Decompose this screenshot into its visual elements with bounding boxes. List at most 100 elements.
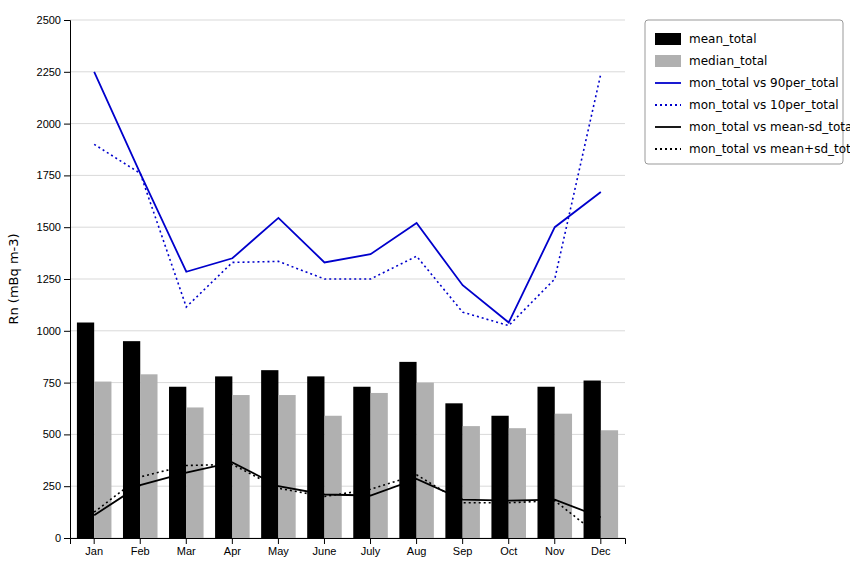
bar bbox=[555, 414, 572, 538]
tick-mark bbox=[64, 486, 70, 487]
tick-label: July bbox=[361, 545, 381, 557]
tick: Mar bbox=[177, 538, 196, 557]
tick: June bbox=[313, 538, 337, 557]
bar-series bbox=[94, 374, 618, 538]
tick-label: Oct bbox=[500, 545, 517, 557]
bar bbox=[537, 387, 554, 538]
bar bbox=[324, 416, 341, 538]
x-axis: Jan Feb Mar Apr May June July Aug Sep Oct Nov Dec bbox=[71, 538, 626, 557]
tick-mark bbox=[64, 72, 70, 73]
legend-label: mon_total vs 90per_total bbox=[689, 76, 839, 90]
tick-label: Sep bbox=[453, 545, 473, 557]
tick-label: 1750 bbox=[37, 169, 61, 181]
axis-line bbox=[71, 539, 626, 545]
tick: 250 bbox=[43, 480, 70, 492]
tick-mark bbox=[600, 538, 601, 544]
grid-line bbox=[70, 175, 625, 176]
legend-label: mean_total bbox=[689, 32, 756, 46]
tick-mark bbox=[232, 538, 233, 544]
legend-label: mon_total vs 10per_total bbox=[689, 98, 839, 112]
tick-label: Aug bbox=[407, 545, 427, 557]
legend-swatch bbox=[655, 104, 681, 106]
tick-mark bbox=[554, 538, 555, 544]
bar bbox=[445, 403, 462, 538]
tick: Apr bbox=[224, 538, 241, 557]
tick-label: 0 bbox=[55, 532, 61, 544]
tick: 2000 bbox=[37, 118, 70, 130]
tick: Oct bbox=[500, 538, 517, 557]
tick: 1500 bbox=[37, 221, 70, 233]
tick: Nov bbox=[545, 538, 565, 557]
tick-label: 1500 bbox=[37, 221, 61, 233]
tick: 0 bbox=[55, 532, 70, 544]
tick-label: 1250 bbox=[37, 273, 61, 285]
legend-swatch bbox=[655, 82, 681, 84]
legend-item: mon_total vs 90per_total bbox=[655, 76, 839, 90]
legend-swatch bbox=[655, 33, 681, 45]
legend-item: mon_total vs mean+sd_total bbox=[655, 142, 850, 156]
legend-item: mean_total bbox=[655, 32, 756, 46]
legend-swatch bbox=[655, 126, 681, 128]
tick-label: Dec bbox=[591, 545, 611, 557]
marks bbox=[77, 72, 618, 538]
grid-line bbox=[70, 71, 625, 72]
line bbox=[94, 462, 601, 517]
tick-mark bbox=[278, 538, 279, 544]
grid-line bbox=[70, 123, 625, 124]
bar bbox=[77, 323, 94, 538]
chart: Jan Feb Mar Apr May June July Aug Sep Oct Nov Dec 0 2… bbox=[0, 0, 850, 578]
tick: 500 bbox=[43, 428, 70, 440]
tick-mark bbox=[64, 227, 70, 228]
bar bbox=[169, 387, 186, 538]
axis-title: Rn (mBq m-3) bbox=[6, 233, 21, 324]
tick-label: 2000 bbox=[37, 118, 61, 130]
bar bbox=[399, 362, 416, 538]
legend-label: median_total bbox=[689, 54, 767, 68]
tick: 2500 bbox=[37, 14, 70, 26]
bar-series bbox=[77, 323, 601, 538]
tick: 750 bbox=[43, 377, 70, 389]
tick: Jan bbox=[85, 538, 103, 557]
bar bbox=[353, 387, 370, 538]
tick-mark bbox=[94, 538, 95, 544]
tick-mark bbox=[324, 538, 325, 544]
grid-line bbox=[70, 227, 625, 228]
tick-label: 750 bbox=[43, 377, 61, 389]
bar bbox=[215, 376, 232, 538]
plot: Jan Feb Mar Apr May June July Aug Sep Oct Nov Dec 0 2… bbox=[6, 14, 850, 557]
tick: 1250 bbox=[37, 273, 70, 285]
tick: May bbox=[268, 538, 289, 557]
tick: 1000 bbox=[37, 325, 70, 337]
tick-label: Jan bbox=[85, 545, 103, 557]
grid-line bbox=[70, 279, 625, 280]
tick-mark bbox=[64, 331, 70, 332]
tick-mark bbox=[64, 124, 70, 125]
y-axis: 0 250 500 750 1000 1250 1500 1750 2000 2250 2500 bbox=[37, 14, 71, 544]
legend-swatch bbox=[655, 55, 681, 67]
tick: 2250 bbox=[37, 66, 70, 78]
bar bbox=[140, 374, 157, 538]
bar bbox=[307, 376, 324, 538]
tick-mark bbox=[508, 538, 509, 544]
tick-mark bbox=[64, 538, 70, 539]
bar bbox=[491, 416, 508, 538]
tick: July bbox=[361, 538, 381, 557]
tick-label: 500 bbox=[43, 428, 61, 440]
tick-mark bbox=[416, 538, 417, 544]
tick-label: May bbox=[268, 545, 289, 557]
legend-label: mon_total vs mean-sd_total bbox=[689, 120, 850, 134]
tick: Sep bbox=[453, 538, 473, 557]
legend-item: mon_total vs mean-sd_total bbox=[655, 120, 850, 134]
tick-label: Nov bbox=[545, 545, 565, 557]
tick-mark bbox=[462, 538, 463, 544]
legend-label: mon_total vs mean+sd_total bbox=[689, 142, 850, 156]
legend-item: mon_total vs 10per_total bbox=[655, 98, 839, 112]
bar bbox=[261, 370, 278, 538]
tick-mark bbox=[140, 538, 141, 544]
tick-label: Feb bbox=[131, 545, 150, 557]
bar bbox=[601, 430, 618, 538]
tick-mark bbox=[64, 20, 70, 21]
bar bbox=[417, 383, 434, 538]
grid bbox=[70, 20, 625, 538]
tick-label: 1000 bbox=[37, 325, 61, 337]
